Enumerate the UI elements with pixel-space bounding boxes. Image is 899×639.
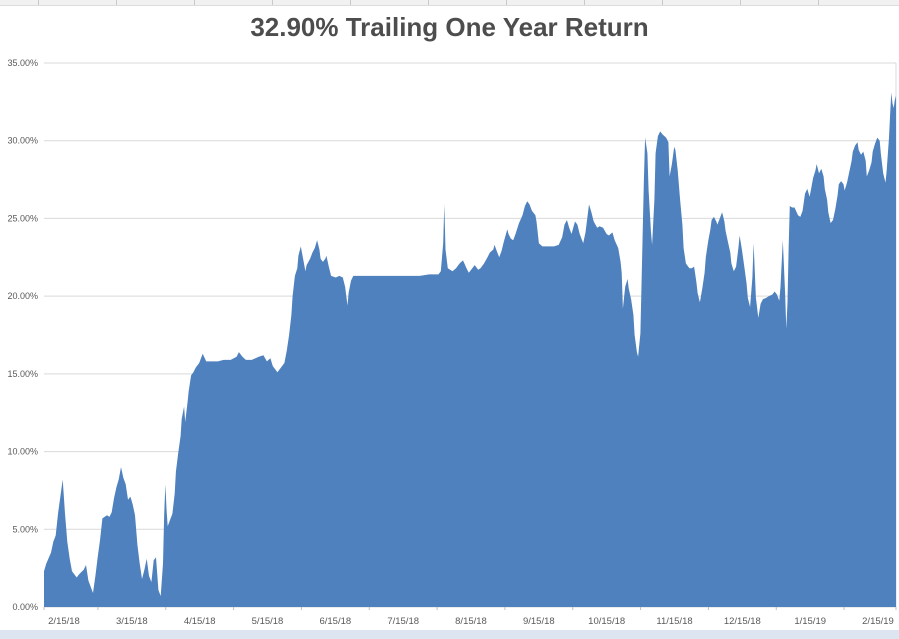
svg-text:5.00%: 5.00% bbox=[12, 524, 38, 534]
sheet-bottom-strip bbox=[0, 630, 899, 639]
svg-text:1/15/19: 1/15/19 bbox=[794, 616, 826, 627]
svg-text:15.00%: 15.00% bbox=[7, 369, 38, 379]
svg-text:4/15/18: 4/15/18 bbox=[184, 616, 216, 627]
spreadsheet-column-grid-strip bbox=[0, 0, 899, 6]
svg-text:10.00%: 10.00% bbox=[7, 447, 38, 457]
y-axis-labels: 35.00% 30.00% 25.00% 20.00% 15.00% 10.00% 5.00… bbox=[7, 58, 38, 612]
svg-text:9/15/18: 9/15/18 bbox=[523, 616, 555, 627]
svg-text:8/15/18: 8/15/18 bbox=[455, 616, 487, 627]
svg-text:12/15/18: 12/15/18 bbox=[724, 616, 761, 627]
x-axis-ticks bbox=[43, 607, 897, 610]
svg-text:6/15/18: 6/15/18 bbox=[319, 616, 351, 627]
x-axis-labels: 2/15/18 3/15/18 4/15/18 5/15/18 6/15/18 7/15/… bbox=[48, 616, 894, 627]
svg-text:25.00%: 25.00% bbox=[7, 213, 38, 223]
chart-title: 32.90% Trailing One Year Return bbox=[250, 12, 649, 42]
svg-text:2/15/19: 2/15/19 bbox=[862, 616, 894, 627]
svg-text:2/15/18: 2/15/18 bbox=[48, 616, 80, 627]
svg-text:20.00%: 20.00% bbox=[7, 291, 38, 301]
svg-text:3/15/18: 3/15/18 bbox=[116, 616, 148, 627]
area-series bbox=[44, 92, 896, 607]
svg-text:0.00%: 0.00% bbox=[12, 602, 38, 612]
svg-text:30.00%: 30.00% bbox=[7, 136, 38, 146]
svg-text:7/15/18: 7/15/18 bbox=[387, 616, 419, 627]
svg-text:5/15/18: 5/15/18 bbox=[252, 616, 284, 627]
svg-text:11/15/18: 11/15/18 bbox=[656, 616, 692, 627]
svg-text:35.00%: 35.00% bbox=[7, 58, 38, 68]
svg-text:10/15/18: 10/15/18 bbox=[588, 616, 625, 627]
